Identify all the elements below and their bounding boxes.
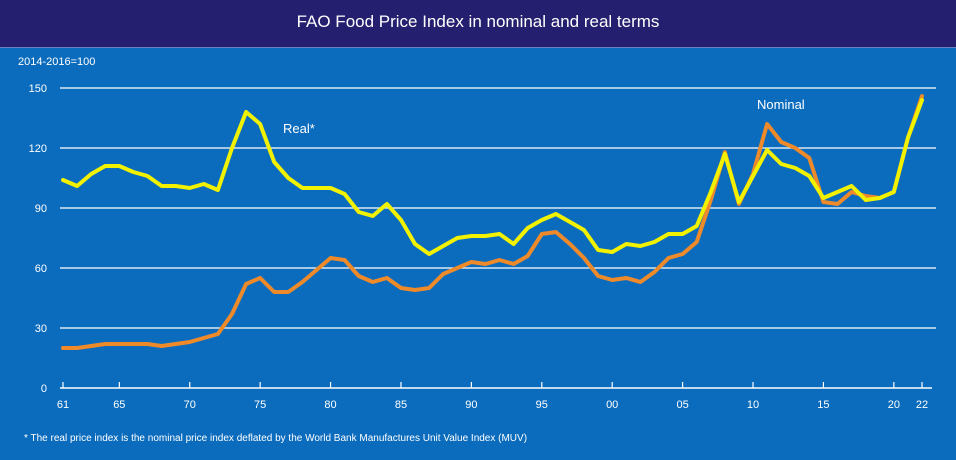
title-bar: FAO Food Price Index in nominal and real…: [0, 0, 956, 48]
y-tick-label: 30: [35, 323, 47, 335]
x-tick-label: 65: [113, 399, 125, 411]
y-tick-label: 0: [41, 383, 47, 395]
x-tick-label: 70: [184, 399, 196, 411]
y-tick-label: 60: [35, 263, 47, 275]
y-tick-label: 90: [35, 203, 47, 215]
x-tick-label: 10: [747, 399, 759, 411]
x-tick-label: 85: [395, 399, 407, 411]
y-tick-label: 120: [29, 143, 47, 155]
x-tick-label: 22: [916, 399, 928, 411]
x-tick-label: 75: [254, 399, 266, 411]
y-axis-label: 2014-2016=100: [18, 56, 96, 68]
legend-label-real: Real*: [283, 121, 315, 136]
legend-label-nominal: Nominal: [757, 97, 805, 112]
x-tick-label: 95: [536, 399, 548, 411]
chart-title: FAO Food Price Index in nominal and real…: [296, 12, 660, 31]
x-tick-label: 05: [676, 399, 688, 411]
footnote: * The real price index is the nominal pr…: [24, 433, 528, 444]
x-tick-label: 20: [888, 399, 900, 411]
series-line-nominal: [61, 94, 924, 350]
x-tick-label: 80: [324, 399, 336, 411]
x-tick-label: 00: [606, 399, 618, 411]
x-tick-label: 15: [817, 399, 829, 411]
x-tick-label: 90: [465, 399, 477, 411]
x-tick-label: 61: [57, 399, 69, 411]
series-line-real: [61, 98, 924, 256]
y-tick-label: 150: [29, 83, 47, 95]
